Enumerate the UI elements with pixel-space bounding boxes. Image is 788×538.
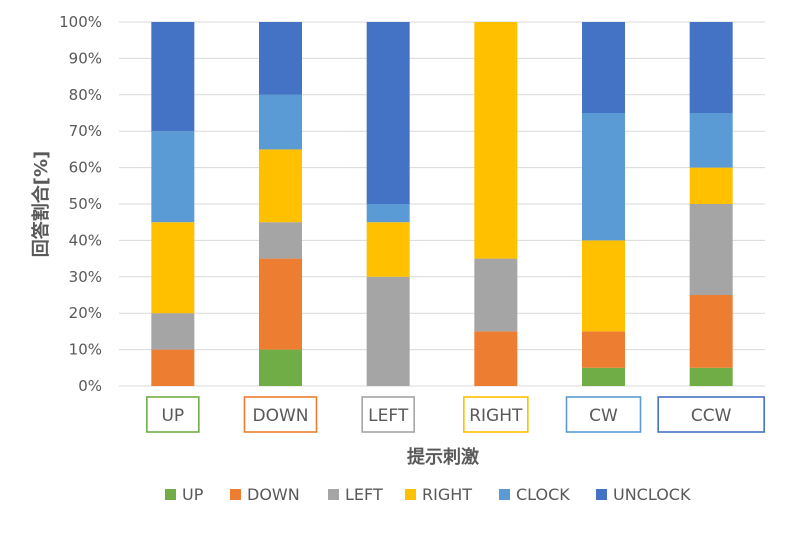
legend-swatch xyxy=(596,489,607,500)
legend-label: RIGHT xyxy=(422,485,472,504)
bar-segment-right xyxy=(259,149,302,223)
bar-segment-clock xyxy=(689,113,733,168)
category-box xyxy=(146,396,200,433)
y-tick-label: 30% xyxy=(69,268,102,286)
bar-segment-clock xyxy=(259,94,302,150)
bar-segment-down xyxy=(474,331,518,386)
gridlines xyxy=(119,21,765,387)
bar-segment-right xyxy=(151,222,195,314)
y-tick-label: 50% xyxy=(69,195,102,213)
bar-segment-unclock xyxy=(366,22,410,204)
legend-label: DOWN xyxy=(247,485,300,504)
legend-label: UP xyxy=(182,485,204,504)
y-tick-label: 70% xyxy=(69,122,102,140)
bar-segment-left xyxy=(474,258,518,332)
x-tick-label: LEFT xyxy=(368,406,409,426)
legend-label: CLOCK xyxy=(516,485,570,504)
bar-segment-up xyxy=(689,367,733,386)
bar-segment-left xyxy=(689,204,733,295)
y-tick-label: 90% xyxy=(69,49,102,67)
bar-segment-unclock xyxy=(259,22,302,95)
bar-segment-right xyxy=(689,167,733,204)
bar-segment-down xyxy=(582,331,625,368)
y-tick-label: 80% xyxy=(69,86,102,104)
x-tick-label: CCW xyxy=(691,406,732,426)
legend-swatch xyxy=(165,489,176,500)
x-tick-label: DOWN xyxy=(253,406,309,426)
y-tick-label: 40% xyxy=(69,231,102,249)
bars xyxy=(151,22,733,386)
bar-segment-left xyxy=(259,222,302,259)
legend-swatch xyxy=(405,489,416,500)
x-tick-label: CW xyxy=(589,406,618,426)
bar-segment-unclock xyxy=(151,22,195,132)
category-box xyxy=(565,396,642,433)
x-tick-label: UP xyxy=(161,406,184,426)
y-tick-label: 100% xyxy=(59,13,102,31)
bar-segment-right xyxy=(366,222,410,277)
bar-segment-clock xyxy=(366,204,410,223)
bar-segment-clock xyxy=(151,131,195,223)
bar-segment-left xyxy=(366,276,410,386)
bar-segment-right xyxy=(474,22,518,259)
bar-segment-unclock xyxy=(582,22,625,113)
bar-segment-down xyxy=(689,295,733,368)
y-axis-ticks: 0% 10% 20% 30% 40% 50% 60% 70% 80% 90% 100% xyxy=(59,13,102,395)
legend-label: UNCLOCK xyxy=(613,485,691,504)
x-axis-title: 提示刺激 xyxy=(407,446,479,468)
legend-swatch xyxy=(499,489,510,500)
bar-segment-right xyxy=(582,240,625,332)
category-box xyxy=(243,396,318,433)
bar-segment-clock xyxy=(582,113,625,241)
bar-segment-down xyxy=(151,349,195,386)
y-tick-label: 0% xyxy=(78,377,102,395)
y-axis-title: 回答割合[%] xyxy=(30,151,52,258)
category-box xyxy=(657,396,765,433)
bar-segment-unclock xyxy=(689,22,733,113)
y-tick-label: 20% xyxy=(69,304,102,322)
x-tick-label: RIGHT xyxy=(469,406,523,426)
legend-swatch xyxy=(230,489,241,500)
legend-label: LEFT xyxy=(345,485,383,504)
bar-segment-down xyxy=(259,258,302,350)
x-axis-categories: UP DOWN LEFT RIGHT CW CCW xyxy=(146,396,765,433)
legend-swatch xyxy=(328,489,339,500)
category-box xyxy=(463,396,529,433)
y-tick-label: 60% xyxy=(69,159,102,177)
bar-segment-up xyxy=(259,349,302,386)
y-tick-label: 10% xyxy=(69,341,102,359)
legend: UP DOWN LEFT RIGHT CLOCK UNCLOCK xyxy=(165,485,691,504)
category-box xyxy=(361,396,415,433)
bar-segment-left xyxy=(151,313,195,350)
bar-segment-up xyxy=(582,367,625,386)
